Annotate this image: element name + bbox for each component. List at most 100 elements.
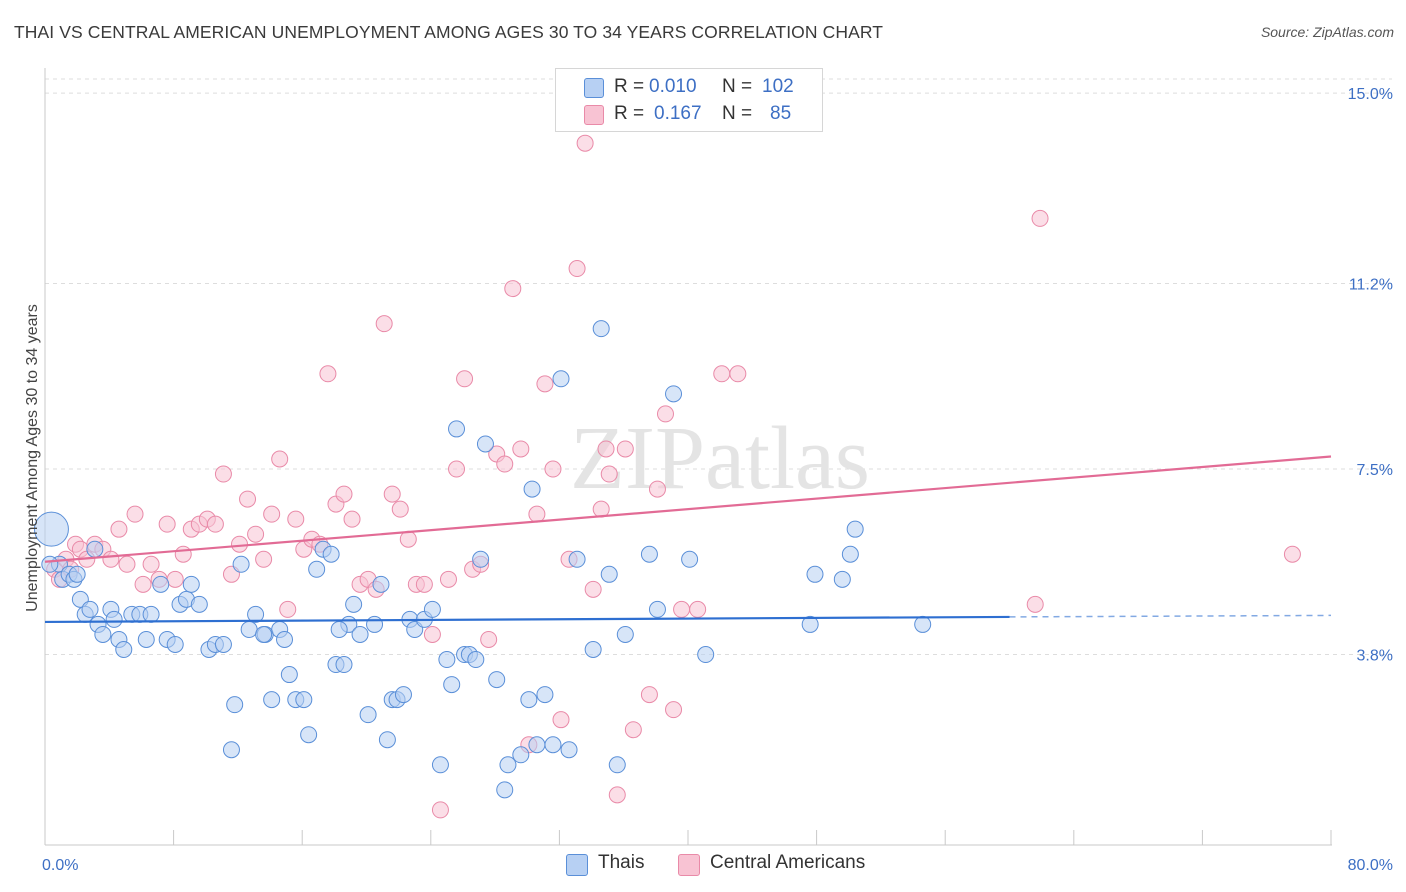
thais-point xyxy=(608,756,626,774)
y-tick-labels: 3.8% 7.5% 11.2% 15.0% xyxy=(1348,86,1393,664)
central-americans-point xyxy=(448,460,466,478)
legend-row-thai: R = 0.010 N = 102 xyxy=(556,75,822,101)
x-tick-label-max: 80.0% xyxy=(1348,857,1393,874)
central-americans-point xyxy=(568,260,586,278)
thais-point xyxy=(512,746,530,764)
thais-point xyxy=(166,635,184,653)
thais-point xyxy=(247,605,265,623)
thais-point xyxy=(423,600,441,618)
legend-r-value: 0.010 xyxy=(649,76,697,97)
thais-point xyxy=(536,686,554,704)
central-americans-point xyxy=(375,315,393,333)
thais-point xyxy=(86,540,104,558)
central-americans-point xyxy=(1026,595,1044,613)
thais-point xyxy=(520,691,538,709)
central-americans-point xyxy=(456,370,474,388)
thais-point xyxy=(640,545,658,563)
thais-point xyxy=(431,756,449,774)
y-tick-label: 15.0% xyxy=(1348,86,1393,103)
thais-point xyxy=(378,731,396,749)
central-americans-point xyxy=(343,510,361,528)
thais-point xyxy=(496,781,514,799)
thais-point xyxy=(68,565,86,583)
legend-r-label: R = xyxy=(614,103,645,124)
central-americans-point xyxy=(608,786,626,804)
thais-point xyxy=(841,545,859,563)
central-americans-point xyxy=(729,365,747,383)
central-americans-point xyxy=(391,500,409,518)
central-americans-point xyxy=(656,405,674,423)
central-americans-legend-label: Central Americans xyxy=(710,852,866,873)
thais-point xyxy=(600,565,618,583)
thais-point xyxy=(528,736,546,754)
thais-point xyxy=(300,726,318,744)
legend-n-value: 85 xyxy=(770,103,792,124)
central-americans-point xyxy=(231,535,249,553)
central-americans-point xyxy=(174,545,192,563)
thais-point xyxy=(846,520,864,538)
central-americans-point xyxy=(158,515,176,533)
thais-point xyxy=(137,630,155,648)
thais-point xyxy=(592,320,610,338)
thais-point xyxy=(467,651,485,669)
central-americans-point xyxy=(415,575,433,593)
thais-point xyxy=(255,625,273,643)
thais-point xyxy=(665,385,683,403)
thais-point xyxy=(142,605,160,623)
thais-point xyxy=(81,600,99,618)
central-americans-point xyxy=(110,520,128,538)
central-americans-point xyxy=(640,686,658,704)
thais-point xyxy=(263,691,281,709)
central-americans-point xyxy=(255,550,273,568)
thais-point xyxy=(448,420,466,438)
thais-legend-swatch xyxy=(566,854,588,876)
central-americans-point xyxy=(544,460,562,478)
central-americans-point xyxy=(423,625,441,643)
correlation-legend: R = 0.010 N = 102 R = 0.167 N = 85 xyxy=(555,68,823,132)
thais-point xyxy=(214,635,232,653)
central-americans-point xyxy=(383,485,401,503)
central-americans-point xyxy=(134,575,152,593)
thai-swatch xyxy=(584,78,604,98)
thais-point xyxy=(472,550,490,568)
thais-point xyxy=(41,555,59,573)
thais-point xyxy=(568,550,586,568)
thais-point xyxy=(335,656,353,674)
central-americans-point xyxy=(239,490,257,508)
thais-point xyxy=(499,756,517,774)
thais-point xyxy=(801,615,819,633)
central-americans-point xyxy=(480,630,498,648)
thais-point xyxy=(359,706,377,724)
central-americans-point xyxy=(665,701,683,719)
legend-n-label: N = xyxy=(722,76,753,97)
central-americans-point xyxy=(576,134,594,152)
y-tick-label: 7.5% xyxy=(1357,462,1393,479)
central-americans-point xyxy=(431,801,449,819)
central-americans-point xyxy=(102,550,120,568)
central-americans-point xyxy=(439,570,457,588)
thais-legend-label: Thais xyxy=(598,852,645,873)
thais-point xyxy=(276,630,294,648)
thais-point xyxy=(438,651,456,669)
central-americans-point xyxy=(287,510,305,528)
thais-point xyxy=(345,595,363,613)
y-axis-label: Unemployment Among Ages 30 to 34 years xyxy=(24,304,41,612)
watermark: ZIPatlas xyxy=(570,409,870,508)
thais-point xyxy=(372,575,390,593)
thais-trend-line xyxy=(44,615,1010,624)
thais-point xyxy=(697,646,715,664)
central-americans-point xyxy=(247,525,265,543)
thais-point xyxy=(560,741,578,759)
central-americans-point xyxy=(504,280,522,298)
thais-point xyxy=(681,550,699,568)
central-americans-point xyxy=(496,455,514,473)
thais-point xyxy=(190,595,208,613)
thais-point xyxy=(443,676,461,694)
central-americans-point xyxy=(512,440,530,458)
thais-point xyxy=(394,686,412,704)
central-americans-point xyxy=(536,375,554,393)
central-americans-point xyxy=(1031,209,1049,227)
thais-point xyxy=(833,570,851,588)
central-americans-point xyxy=(528,505,546,523)
